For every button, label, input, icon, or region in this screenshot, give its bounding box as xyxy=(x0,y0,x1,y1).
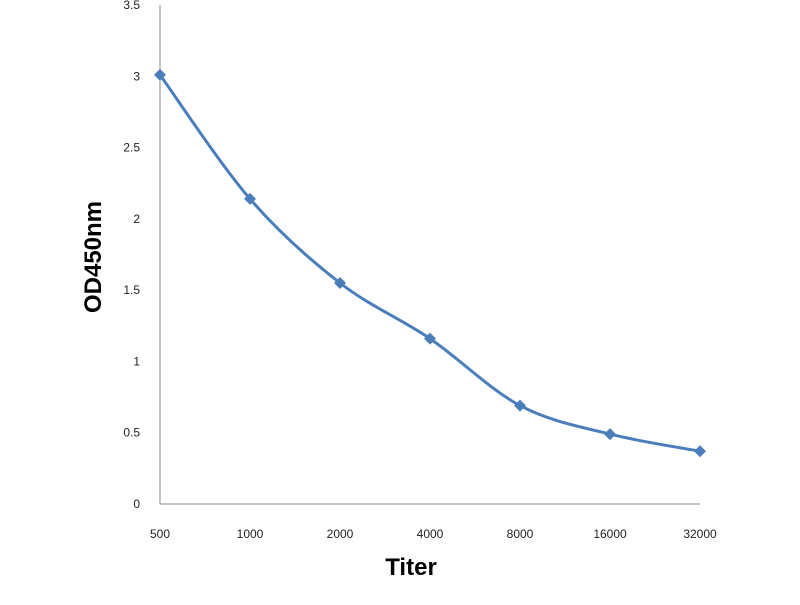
x-tick-label: 500 xyxy=(150,527,170,541)
x-tick-label: 1000 xyxy=(237,527,264,541)
y-tick-label: 0.5 xyxy=(123,426,140,440)
y-tick-label: 1 xyxy=(133,354,140,368)
data-point-marker xyxy=(244,192,256,205)
x-tick-label: 32000 xyxy=(683,527,717,541)
data-point-marker xyxy=(154,68,166,81)
y-axis-title: OD450nm xyxy=(80,201,107,313)
y-tick-label: 3.5 xyxy=(123,0,140,12)
data-point-marker xyxy=(604,428,616,441)
y-tick-label: 0 xyxy=(133,497,140,511)
data-point-marker xyxy=(334,277,346,290)
x-tick-label: 8000 xyxy=(507,527,534,541)
y-tick-label: 3 xyxy=(133,69,140,83)
x-tick-label: 16000 xyxy=(593,527,627,541)
y-tick-label: 1.5 xyxy=(123,283,140,297)
data-point-marker xyxy=(694,445,706,458)
data-point-marker xyxy=(424,332,436,345)
x-tick-labels: 500 1000 2000 4000 8000 16000 32000 xyxy=(150,527,717,541)
x-axis-title: Titer xyxy=(385,554,437,581)
x-tick-label: 4000 xyxy=(417,527,444,541)
y-tick-label: 2.5 xyxy=(123,141,140,155)
y-tick-label: 2 xyxy=(133,212,140,226)
series-markers xyxy=(154,68,706,458)
y-tick-labels: 0 0.5 1 1.5 2 2.5 3 3.5 xyxy=(123,0,140,511)
x-tick-label: 2000 xyxy=(327,527,354,541)
series-line xyxy=(158,74,701,453)
data-point-marker xyxy=(514,399,526,412)
